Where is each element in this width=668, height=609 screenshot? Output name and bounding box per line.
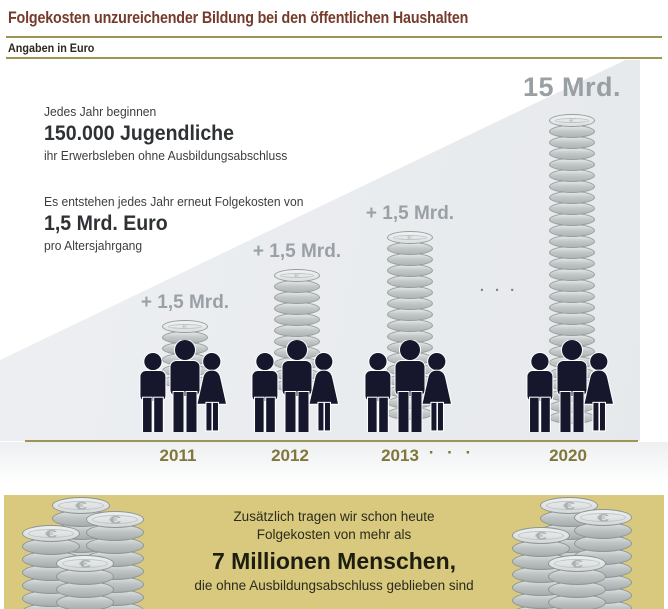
man-icon [526, 351, 554, 432]
footer-line-2: Folgekosten von mehr als [256, 527, 412, 542]
footer-text: Zusätzlich tragen wir schon heute Folgek… [4, 508, 664, 595]
stat-7-million: 7 Millionen Menschen, [211, 548, 457, 574]
page-title: Folgekosten unzureichender Bildung bei d… [8, 8, 469, 27]
chart-canvas: Jedes Jahr beginnen 150.000 Jugendliche … [0, 60, 668, 486]
coin-icon: € [86, 511, 144, 528]
coin-stack: € [548, 555, 606, 609]
people-group-icon [364, 340, 453, 432]
euro-symbol: € [534, 529, 548, 542]
coin-icon: € [274, 269, 320, 282]
units-note: Angaben in Euro [8, 41, 95, 55]
woman-icon [196, 351, 228, 432]
x-axis-line [25, 440, 638, 442]
woman-icon [308, 351, 340, 432]
coin-icon: € [56, 555, 114, 572]
bar-value-label: + 1,5 Mrd. [252, 241, 342, 262]
bar-value-label: + 1,5 Mrd. [365, 203, 455, 224]
euro-symbol: € [108, 513, 122, 526]
euro-symbol: € [562, 499, 576, 512]
footer-line-4: die ohne Ausbildungsabschluss geblieben … [194, 578, 474, 593]
year-label: 2020 [549, 446, 587, 465]
euro-symbol: € [181, 323, 189, 330]
bar-value-label: 15 Mrd. [522, 72, 622, 102]
divider-line-sub [6, 57, 662, 59]
people-group-icon [139, 340, 228, 432]
axis-shade-strip [0, 442, 668, 486]
people-group-icon [526, 340, 615, 432]
coin-icon: € [549, 114, 595, 127]
coin-icon: € [22, 525, 80, 542]
coin-cluster-right: € € € € [512, 497, 644, 609]
people-group-icon [251, 340, 340, 432]
man-icon [169, 340, 201, 432]
stat-annual-cost: 1,5 Mrd. Euro [44, 212, 168, 235]
euro-symbol: € [44, 527, 58, 540]
coin-stack: € [56, 555, 114, 609]
year-label: 2013 [381, 446, 419, 465]
coin-icon: € [574, 509, 632, 526]
footer-panel: € € € € € € € € Zusätzlich tragen wir schon he… [4, 495, 664, 609]
divider-line-top [6, 36, 662, 38]
intro-line-3: ihr Erwerbsleben ohne Ausbildungsabschlu… [44, 148, 288, 163]
man-icon [139, 351, 167, 432]
man-icon [364, 351, 392, 432]
footer-line-1: Zusätzlich tragen wir schon heute [233, 509, 435, 524]
intro-line-6: pro Altersjahrgang [44, 238, 143, 253]
year-label: 2011 [159, 446, 197, 465]
euro-symbol: € [293, 272, 301, 279]
coin-icon: € [512, 527, 570, 544]
bar-value-label: + 1,5 Mrd. [140, 292, 230, 313]
coin-icon: € [387, 231, 433, 244]
woman-icon [421, 351, 453, 432]
euro-symbol: € [406, 234, 414, 241]
man-icon [556, 340, 588, 432]
euro-symbol: € [78, 557, 92, 570]
euro-symbol: € [568, 117, 576, 124]
ellipsis-between-stacks: · · · [479, 282, 519, 299]
ellipsis-x-axis: · · · [428, 443, 476, 462]
man-icon [281, 340, 313, 432]
intro-text: Jedes Jahr beginnen 150.000 Jugendliche … [44, 104, 303, 254]
woman-icon [583, 351, 615, 432]
coin-icon: € [540, 497, 598, 514]
stat-youth-count: 150.000 Jugendliche [44, 122, 234, 145]
euro-symbol: € [570, 557, 584, 570]
intro-line-4: Es entstehen jedes Jahr erneut Folgekost… [44, 194, 304, 209]
year-label: 2012 [271, 446, 309, 465]
coin-icon: € [162, 320, 208, 333]
intro-line-1: Jedes Jahr beginnen [44, 104, 157, 119]
man-icon [251, 351, 279, 432]
man-icon [394, 340, 426, 432]
coin-icon: € [548, 555, 606, 572]
euro-symbol: € [74, 499, 88, 512]
euro-symbol: € [596, 511, 610, 524]
coin-cluster-left: € € € € [22, 497, 154, 609]
coin-icon: € [52, 497, 110, 514]
